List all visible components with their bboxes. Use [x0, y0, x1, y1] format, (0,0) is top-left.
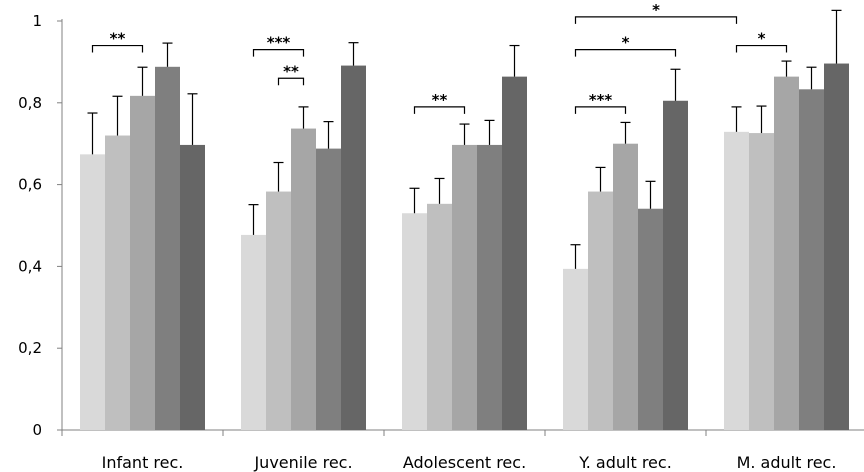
bar: [663, 100, 688, 430]
bar: [341, 65, 366, 431]
significance-bracket: [735, 44, 788, 53]
bars: [80, 63, 849, 431]
significance-brackets: ** ******* ******: [91, 1, 788, 114]
y-tick-label: 0,8: [18, 94, 42, 112]
y-tick-label: 1: [32, 12, 42, 30]
significance-bracket: [574, 106, 627, 114]
significance-label: **: [283, 62, 299, 80]
bar: [613, 143, 638, 430]
bar: [749, 133, 774, 431]
bar: [824, 63, 849, 430]
bar: [477, 144, 502, 430]
bar: [502, 76, 527, 431]
bar: [130, 95, 155, 431]
error-bars: [87, 9, 842, 269]
bar: [316, 148, 341, 430]
bar: [105, 135, 130, 430]
bar: [452, 144, 477, 430]
significance-bracket: [413, 106, 466, 114]
y-axis: 0 0,2 0,4 0,6 0,8 1: [18, 12, 63, 439]
bar: [402, 213, 427, 430]
significance-bracket: [574, 49, 677, 57]
bar: [724, 131, 749, 431]
x-category-label: Y. adult rec.: [578, 453, 672, 472]
significance-label: *: [622, 34, 630, 52]
y-tick-label: 0,4: [18, 257, 42, 275]
y-tick-label: 0,6: [18, 176, 42, 194]
y-tick-label: 0,2: [18, 339, 42, 357]
bar: [588, 191, 613, 430]
bar: [563, 268, 588, 430]
bar: [427, 203, 452, 430]
x-axis: Infant rec. Juvenile rec. Adolescent rec. Y…: [61, 429, 864, 472]
bar: [241, 234, 266, 430]
significance-label: *: [652, 1, 660, 19]
bar: [799, 89, 824, 430]
significance-label: **: [432, 91, 448, 109]
x-category-label: Juvenile rec.: [253, 453, 352, 472]
bar: [180, 144, 205, 430]
significance-bracket: [91, 44, 144, 53]
significance-label: ***: [589, 91, 613, 109]
y-tick-label: 0: [32, 421, 42, 439]
bar: [155, 66, 180, 431]
significance-bracket: [277, 77, 305, 86]
x-category-label: M. adult rec.: [737, 453, 837, 472]
x-category-label: Infant rec.: [102, 453, 184, 472]
bar: [774, 76, 799, 431]
bar: [638, 208, 663, 430]
significance-bracket: [252, 49, 305, 57]
bar: [80, 154, 105, 431]
significance-label: **: [110, 30, 126, 48]
bar: [291, 128, 316, 430]
significance-label: *: [758, 30, 766, 48]
bar: [266, 191, 291, 430]
significance-bracket: [574, 16, 738, 24]
significance-label: ***: [267, 34, 291, 52]
x-category-label: Adolescent rec.: [403, 453, 526, 472]
